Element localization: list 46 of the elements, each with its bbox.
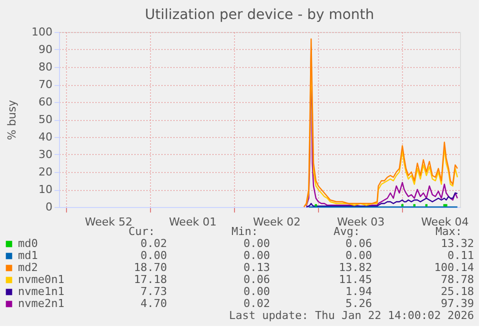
y-tick-label: 100 — [32, 26, 52, 38]
text: 78.78 — [440, 273, 474, 286]
text: 25.18 — [440, 285, 474, 298]
text: 11.45 — [338, 273, 372, 286]
legend-label: md2 — [18, 261, 38, 274]
text: 0.00 — [244, 249, 270, 262]
text: 4.70 — [140, 297, 167, 310]
text: 5.26 — [346, 297, 372, 310]
x-tick-label: Week 01 — [168, 216, 217, 228]
text: 18.70 — [134, 261, 167, 274]
text: 0.00 — [346, 249, 372, 262]
legend-label: nvme0n1 — [18, 273, 64, 286]
y-tick-label: 20 — [38, 166, 52, 178]
legend-label: md1 — [18, 249, 38, 262]
line-series — [306, 192, 458, 208]
y-axis-title: % busy — [6, 99, 19, 140]
text: 0.00 — [140, 249, 167, 262]
legend-label: md0 — [18, 237, 38, 250]
text: 7.73 — [140, 285, 167, 298]
text: 13.82 — [338, 261, 372, 274]
text: 17.18 — [134, 273, 167, 286]
text: 0.06 — [244, 273, 270, 286]
text: 0.13 — [244, 261, 270, 274]
text: Last update: Thu Jan 22 14:00:02 2026 — [228, 309, 474, 322]
y-tick-label: 70 — [38, 78, 52, 91]
text: 1.94 — [346, 285, 372, 298]
y-tick-label: 10 — [38, 183, 52, 196]
y-tick-label: 30 — [38, 148, 52, 161]
text: 0.00 — [244, 285, 270, 298]
y-tick-label: 40 — [38, 130, 52, 144]
legend-label: nvme1n1 — [18, 285, 64, 298]
text: 0.02 — [244, 297, 270, 310]
y-tick-label: 80 — [38, 60, 52, 74]
text: 100.14 — [434, 261, 474, 274]
text: 0.00 — [244, 237, 270, 250]
text: 0.06 — [346, 237, 372, 250]
chart-title: Utilization per device - by month — [144, 7, 374, 23]
y-tick-label: 50 — [38, 113, 52, 126]
text: 0.02 — [140, 237, 167, 250]
y-tick-label: 0 — [46, 200, 52, 214]
text: 97.39 — [440, 297, 474, 310]
y-tick-label: 90 — [38, 43, 52, 56]
text: 0.11 — [448, 249, 474, 262]
legend-label: nvme2n1 — [18, 297, 64, 310]
text: 13.32 — [440, 237, 474, 250]
y-tick-label: 60 — [38, 96, 52, 108]
